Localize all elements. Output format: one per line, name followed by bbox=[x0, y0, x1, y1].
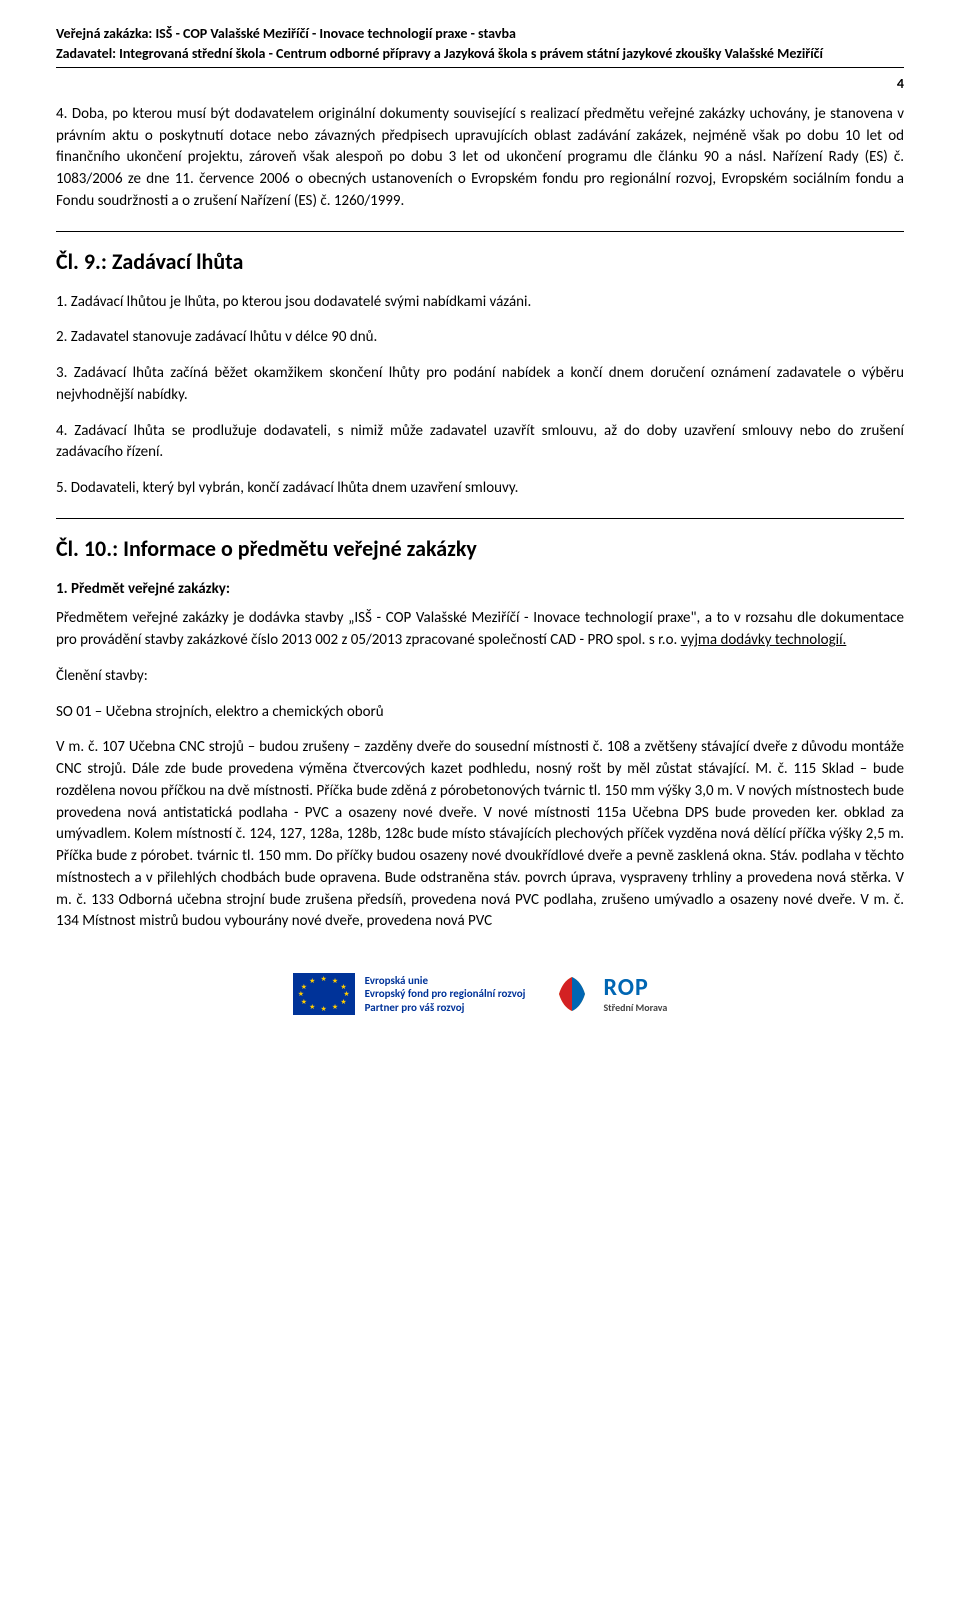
eu-logo-block: ★ ★ ★ ★ ★ ★ ★ ★ ★ ★ ★ ★ Evropská unie Ev… bbox=[293, 973, 526, 1015]
rop-big: ROP bbox=[603, 975, 667, 1001]
s10-p2: Členění stavby: bbox=[56, 666, 904, 688]
rop-logo-block: ROP Střední Morava bbox=[551, 973, 667, 1015]
page-number: 4 bbox=[56, 74, 904, 94]
s10-p1-underline: vyjma dodávky technologií. bbox=[681, 631, 847, 649]
section-rule-9 bbox=[56, 231, 904, 232]
header-line-2: Zadavatel: Integrovaná střední škola - C… bbox=[56, 44, 904, 64]
s9-p4: 4. Zadávací lhůta se prodlužuje dodavate… bbox=[56, 421, 904, 465]
header-rule bbox=[56, 67, 904, 68]
eu-text-2: Evropský fond pro regionální rozvoj bbox=[365, 987, 526, 1001]
s9-p1: 1. Zadávací lhůtou je lhůta, po kterou j… bbox=[56, 292, 904, 314]
header-line-1: Veřejná zakázka: ISŠ - COP Valašské Mezi… bbox=[56, 24, 904, 44]
s9-p5: 5. Dodavateli, který byl vybrán, končí z… bbox=[56, 478, 904, 500]
section-rule-10 bbox=[56, 518, 904, 519]
rop-text: ROP Střední Morava bbox=[603, 975, 667, 1012]
footer: ★ ★ ★ ★ ★ ★ ★ ★ ★ ★ ★ ★ Evropská unie Ev… bbox=[56, 973, 904, 1045]
rop-shape-icon bbox=[551, 973, 593, 1015]
s9-p2: 2. Zadavatel stanovuje zadávací lhůtu v … bbox=[56, 327, 904, 349]
s10-p4: V m. č. 107 Učebna CNC strojů – budou zr… bbox=[56, 737, 904, 933]
eu-text: Evropská unie Evropský fond pro regionál… bbox=[365, 974, 526, 1015]
s10-sub1: 1. Předmět veřejné zakázky: bbox=[56, 579, 904, 601]
rop-sub: Střední Morava bbox=[603, 1002, 667, 1013]
s9-p3: 3. Zadávací lhůta začíná běžet okamžikem… bbox=[56, 363, 904, 407]
s10-p1: Předmětem veřejné zakázky je dodávka sta… bbox=[56, 608, 904, 652]
s10-p3: SO 01 – Učebna strojních, elektro a chem… bbox=[56, 702, 904, 724]
section-9-title: Čl. 9.: Zadávací lhůta bbox=[56, 246, 904, 278]
para-4-retention: 4. Doba, po kterou musí být dodavatelem … bbox=[56, 104, 904, 213]
page-container: Veřejná zakázka: ISŠ - COP Valašské Mezi… bbox=[0, 0, 960, 1075]
eu-text-1: Evropská unie bbox=[365, 974, 526, 988]
section-10-title: Čl. 10.: Informace o předmětu veřejné za… bbox=[56, 533, 904, 565]
eu-flag-icon: ★ ★ ★ ★ ★ ★ ★ ★ ★ ★ ★ ★ bbox=[293, 973, 355, 1015]
eu-text-3: Partner pro váš rozvoj bbox=[365, 1001, 526, 1015]
